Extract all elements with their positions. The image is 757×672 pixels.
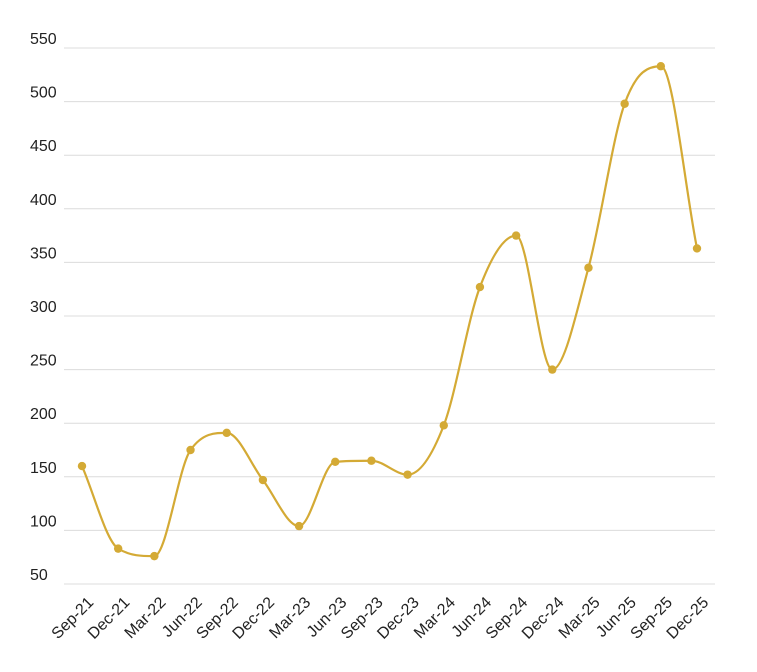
data-point — [403, 470, 412, 479]
y-tick-label: 500 — [30, 85, 57, 102]
data-point — [222, 428, 231, 438]
y-tick-label: 450 — [30, 138, 57, 155]
data-point — [77, 461, 87, 471]
y-tick-label: 100 — [30, 513, 57, 530]
data-point — [186, 445, 195, 455]
data-point — [294, 521, 304, 531]
y-tick-label: 200 — [30, 406, 57, 423]
y-tick-label: 400 — [30, 192, 57, 209]
y-tick-label: 550 — [30, 31, 57, 48]
y-axis-ticks: 50 100 150 200 250 300 350 400 450 500 550 — [30, 31, 57, 584]
y-tick-label: 150 — [30, 460, 57, 477]
data-point — [331, 457, 340, 466]
data-point — [475, 282, 485, 292]
data-point — [548, 365, 557, 374]
series-line — [80, 65, 699, 558]
x-tick-label: Mar-24 — [411, 594, 459, 642]
x-axis-ticks: Sep-21Dec-21Mar-22Jun-22Sep-22Dec-22Mar-… — [49, 594, 713, 643]
x-tick-label: Mar-25 — [556, 594, 604, 642]
data-point — [150, 551, 159, 561]
data-point — [584, 263, 593, 272]
data-point — [511, 231, 521, 240]
data-point — [692, 244, 702, 253]
data-point — [439, 421, 448, 430]
data-point — [258, 475, 268, 485]
data-point — [113, 544, 123, 553]
y-tick-label: 50 — [30, 567, 48, 584]
y-tick-label: 300 — [30, 299, 57, 316]
y-tick-label: 350 — [30, 245, 57, 262]
data-points — [77, 62, 702, 561]
series-layer — [80, 65, 699, 558]
gridlines — [64, 47, 715, 585]
x-tick-label: Mar-22 — [122, 594, 170, 642]
data-point — [620, 99, 629, 108]
y-tick-label: 250 — [30, 353, 57, 370]
x-tick-label: Mar-23 — [266, 594, 314, 642]
data-point — [367, 456, 376, 465]
data-point — [656, 62, 666, 71]
